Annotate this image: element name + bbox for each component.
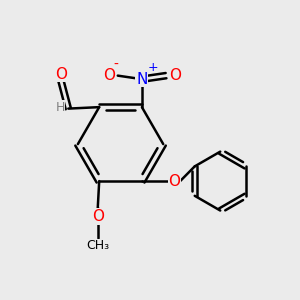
Text: H: H — [56, 100, 65, 114]
Text: O: O — [103, 68, 115, 83]
Text: CH₃: CH₃ — [86, 239, 109, 252]
Text: -: - — [113, 57, 118, 71]
Text: N: N — [136, 72, 148, 87]
Text: O: O — [92, 209, 104, 224]
Text: +: + — [148, 61, 158, 74]
Text: O: O — [168, 174, 180, 189]
Text: O: O — [55, 67, 67, 82]
Text: O: O — [169, 68, 181, 83]
